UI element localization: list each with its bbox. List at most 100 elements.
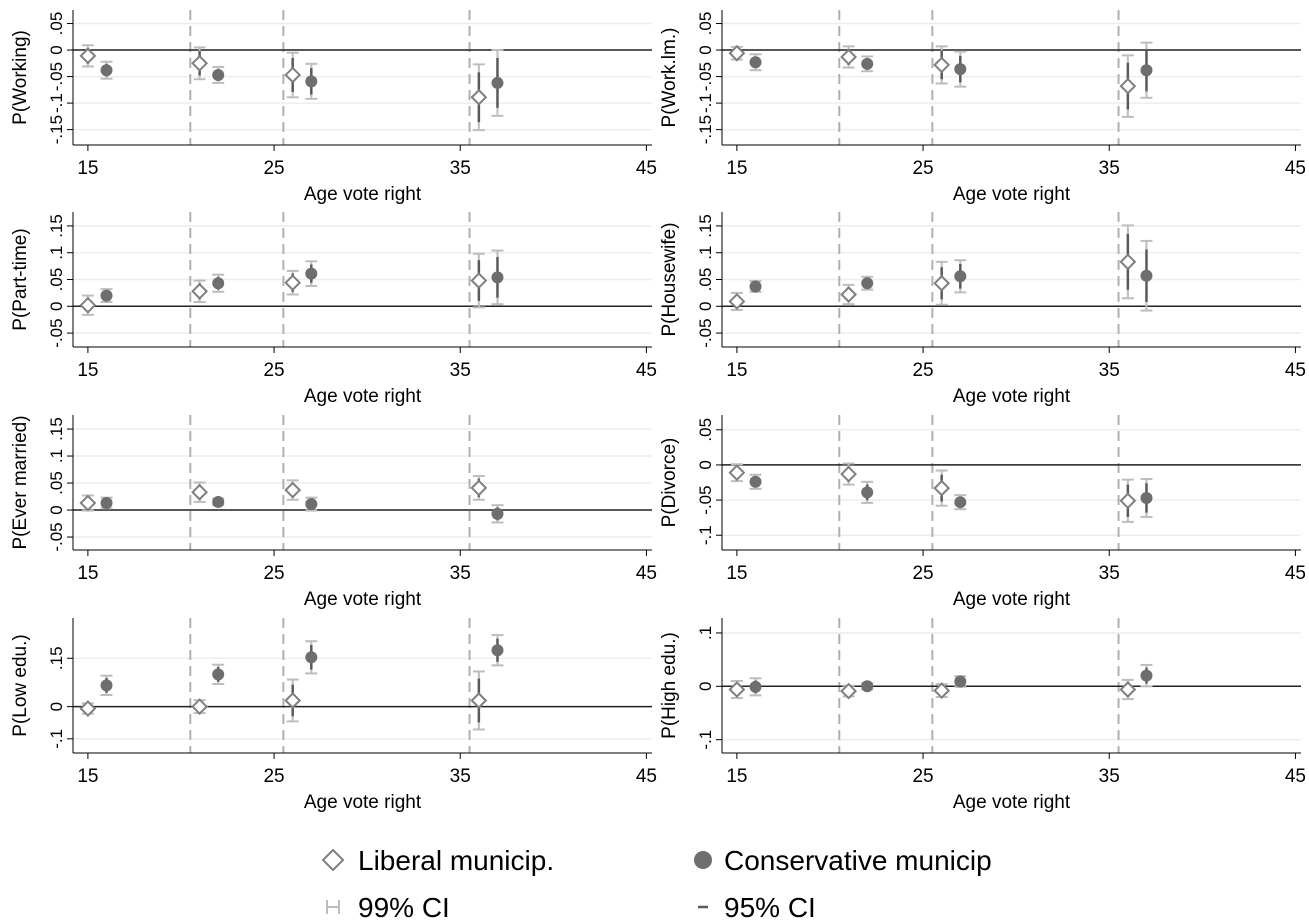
x-axis-label: Age vote right <box>304 792 422 813</box>
y-tick-label: -.1 <box>47 729 66 749</box>
point-conservative <box>491 507 504 520</box>
x-tick-label: 35 <box>450 158 471 179</box>
y-tick-label: .15 <box>47 214 66 238</box>
y-tick-label: -.05 <box>696 62 715 91</box>
point-conservative <box>212 68 225 81</box>
y-tick-label: 0 <box>696 682 715 691</box>
point-conservative <box>212 668 225 681</box>
point-conservative <box>305 651 318 664</box>
y-axis-label: P(High edu.) <box>659 632 680 739</box>
y-axis-label: P(Work.lm.) <box>659 28 680 128</box>
point-liberal <box>191 483 209 501</box>
point-conservative <box>749 680 762 693</box>
point-liberal <box>79 296 97 314</box>
y-tick-label: -.1 <box>696 525 715 545</box>
point-liberal <box>728 464 746 482</box>
point-conservative <box>491 271 504 284</box>
y-axis-label: P(Working) <box>10 30 31 125</box>
y-tick-label: .15 <box>696 214 715 238</box>
point-conservative <box>100 64 113 77</box>
x-tick-label: 45 <box>1285 158 1306 179</box>
point-conservative <box>100 679 113 692</box>
x-tick-label: 45 <box>636 158 657 179</box>
point-conservative <box>954 270 967 283</box>
y-tick-label: .05 <box>47 268 66 292</box>
x-tick-label: 45 <box>636 360 657 381</box>
x-tick-label: 35 <box>1099 766 1120 787</box>
y-tick-label: .1 <box>696 626 715 640</box>
y-tick-label: -.05 <box>47 522 66 551</box>
x-tick-label: 45 <box>636 563 657 584</box>
point-conservative <box>749 280 762 293</box>
point-liberal <box>284 481 302 499</box>
x-tick-label: 45 <box>636 766 657 787</box>
point-conservative <box>861 57 874 70</box>
legend-symbol <box>321 848 345 872</box>
y-tick-label: 0 <box>696 460 715 469</box>
y-tick-label: -.1 <box>696 93 715 113</box>
point-liberal <box>284 274 302 292</box>
point-conservative <box>491 76 504 89</box>
x-tick-label: 35 <box>1099 360 1120 381</box>
x-tick-label: 15 <box>726 360 747 381</box>
point-liberal <box>840 286 858 303</box>
y-axis-label: P(Part-time) <box>10 228 31 330</box>
point-liberal <box>79 494 97 512</box>
x-tick-label: 25 <box>912 766 933 787</box>
point-conservative <box>954 63 967 76</box>
legend-label: 95% CI <box>724 892 816 922</box>
point-liberal <box>933 274 951 292</box>
point-conservative <box>305 267 318 280</box>
x-axis-label: Age vote right <box>953 792 1071 813</box>
point-liberal <box>470 88 488 106</box>
point-liberal <box>1119 253 1137 271</box>
x-tick-label: 25 <box>263 360 284 381</box>
point-liberal <box>470 692 488 709</box>
y-tick-label: 0 <box>696 45 715 54</box>
x-axis-label: Age vote right <box>304 589 422 610</box>
x-tick-label: 35 <box>450 563 471 584</box>
point-conservative <box>749 475 762 488</box>
point-conservative <box>212 495 225 508</box>
point-conservative <box>100 497 113 510</box>
y-tick-label: .1 <box>696 246 715 260</box>
point-liberal <box>840 465 858 483</box>
point-liberal <box>284 692 302 709</box>
x-tick-label: 45 <box>1285 360 1306 381</box>
x-tick-label: 15 <box>726 563 747 584</box>
x-tick-label: 25 <box>912 158 933 179</box>
point-liberal <box>728 681 746 698</box>
point-conservative <box>305 75 318 88</box>
y-tick-label: 0 <box>47 45 66 54</box>
y-tick-label: .05 <box>47 12 66 36</box>
x-tick-label: 35 <box>450 766 471 787</box>
point-liberal <box>840 48 858 66</box>
point-liberal <box>933 56 951 74</box>
point-conservative <box>491 644 504 657</box>
y-tick-label: -.05 <box>47 62 66 91</box>
point-conservative <box>1140 269 1153 282</box>
x-axis-label: Age vote right <box>953 184 1071 205</box>
y-axis-label: P(Divorce) <box>659 438 680 528</box>
x-tick-label: 25 <box>263 158 284 179</box>
point-conservative <box>100 289 113 302</box>
x-tick-label: 15 <box>726 158 747 179</box>
x-axis-label: Age vote right <box>304 184 422 205</box>
point-liberal <box>79 700 97 717</box>
x-tick-label: 25 <box>263 563 284 584</box>
y-tick-label: .1 <box>47 246 66 260</box>
x-tick-label: 35 <box>1099 563 1120 584</box>
y-tick-label: -.1 <box>47 93 66 113</box>
x-tick-label: 35 <box>1099 158 1120 179</box>
point-conservative <box>954 675 967 688</box>
y-tick-label: -.05 <box>696 318 715 347</box>
y-tick-label: -.15 <box>47 115 66 144</box>
point-liberal <box>470 479 488 497</box>
y-tick-label: 0 <box>47 302 66 311</box>
point-liberal <box>470 272 488 289</box>
point-conservative <box>861 277 874 290</box>
point-conservative <box>1140 491 1153 504</box>
x-tick-label: 35 <box>450 360 471 381</box>
